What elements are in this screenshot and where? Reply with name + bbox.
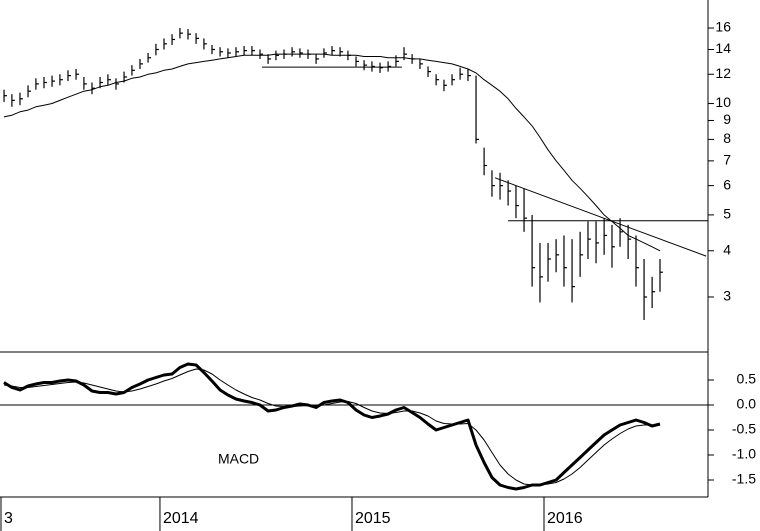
- y-tick-label: 10: [715, 94, 731, 110]
- y-tick-label: -1.5: [732, 471, 756, 487]
- x-tick-label: 2014: [163, 510, 199, 527]
- moving-average: [3, 53, 661, 252]
- y-tick-label: 6: [723, 176, 731, 192]
- y-tick-label: 8: [723, 130, 731, 146]
- y-tick-label: 0.0: [737, 396, 757, 412]
- y-tick-label: -0.5: [732, 421, 756, 437]
- signal-line: [3, 368, 660, 486]
- y-tick-label: 4: [723, 241, 731, 257]
- y-tick-label: 7: [723, 152, 731, 168]
- macd-line: [3, 362, 661, 491]
- y-tick-label: 0.5: [737, 371, 757, 387]
- y-tick-label: 16: [715, 19, 731, 35]
- y-tick-label: -1.0: [732, 446, 756, 462]
- y-tick-label: 14: [715, 40, 731, 56]
- y-tick-label: 5: [723, 206, 731, 222]
- x-tick-label: 2015: [355, 510, 391, 527]
- x-tick-label: 2016: [547, 510, 583, 527]
- x-tick-label: 3: [4, 510, 13, 527]
- trend-line: [494, 177, 707, 257]
- y-tick-label: 9: [723, 111, 731, 127]
- annotation: MACD: [218, 451, 259, 467]
- y-tick-label: 12: [715, 65, 731, 81]
- y-tick-label: 3: [723, 288, 731, 304]
